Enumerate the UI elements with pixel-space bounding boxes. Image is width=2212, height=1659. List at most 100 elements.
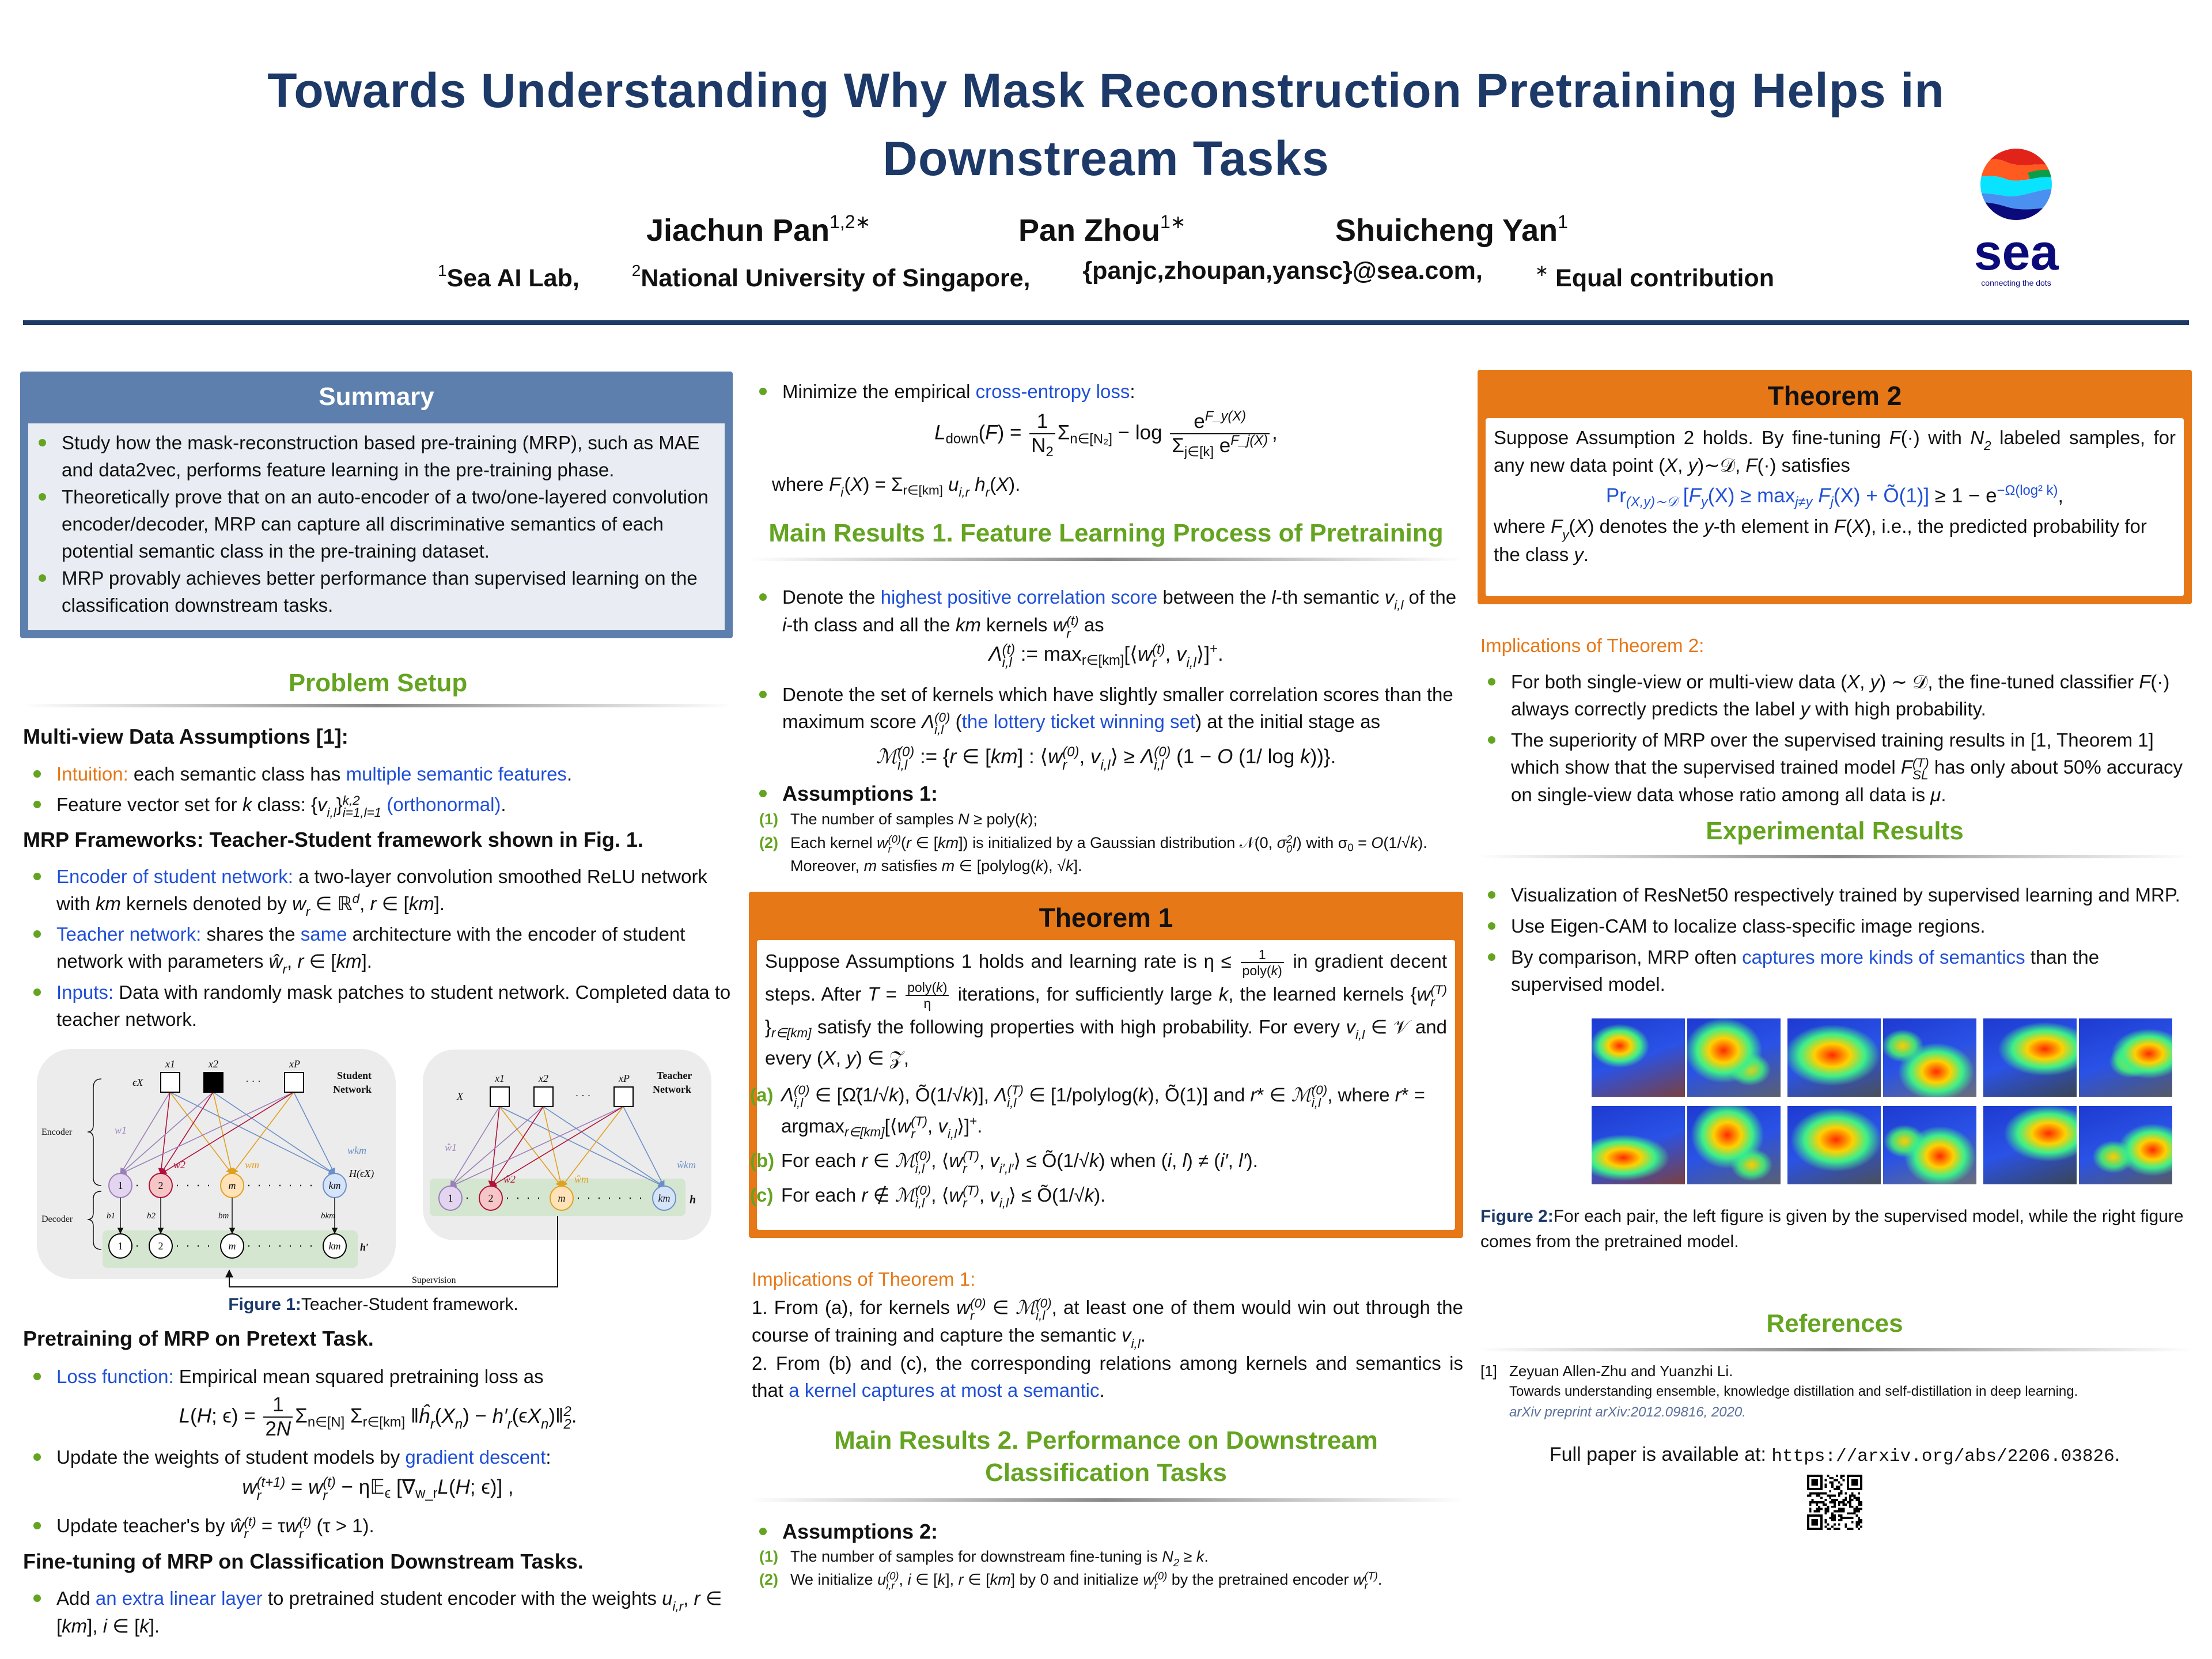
text-segment: Intuition: [56, 763, 128, 785]
superscript: (0) [888, 832, 902, 845]
text-segment: ) at the initial stage as [1195, 711, 1381, 732]
subscript: i,l [915, 1161, 925, 1176]
weight-edge [543, 1106, 564, 1188]
qr-module [1849, 1494, 1851, 1497]
qr-module [1860, 1503, 1862, 1506]
math-scripts: (0) r [1154, 1570, 1167, 1592]
theorem2-title: Theorem 2 [1767, 381, 1902, 411]
qr-module [1835, 1528, 1838, 1530]
subscript: i,r [886, 1580, 895, 1592]
qr-module [1813, 1514, 1816, 1517]
middle-column: Minimize the empirical cross-entropy los… [749, 378, 1463, 1591]
text-segment: We initialize [790, 1570, 878, 1588]
text-segment: F [985, 421, 998, 444]
text-segment: . [1583, 543, 1589, 565]
text-segment: class: { [252, 794, 318, 815]
subscript: i,l [1394, 598, 1404, 613]
qr-module [1855, 1510, 1858, 1513]
text-segment: 2 [265, 1418, 276, 1441]
text-segment: n∈[N] [307, 1414, 345, 1430]
qr-module [1855, 1488, 1858, 1490]
text-segment: r [297, 950, 304, 972]
text-segment: ). [1009, 474, 1021, 495]
text-segment: r∈[km] [1081, 653, 1124, 669]
poster-title-line-1: Towards Understanding Why Mask Reconstru… [267, 63, 1945, 118]
text-segment: , [1228, 1149, 1239, 1171]
theorem1-item-a: (a) Λ (0) i,l ∈ [Ω̃(1/√k), Õ(1/√k)], Λ (T) i,… [750, 1080, 1447, 1142]
caption-text: For each pair, the left figure is given … [1480, 1207, 2184, 1251]
output-node [149, 1233, 173, 1259]
text-segment: iterations, for sufficiently large [951, 983, 1219, 1005]
text-segment: same [300, 923, 347, 945]
qr-module [1834, 1510, 1836, 1513]
qr-module [1824, 1521, 1827, 1524]
superscript [673, 1588, 684, 1600]
qr-code[interactable] [1807, 1475, 1862, 1530]
qr-module [1849, 1503, 1851, 1506]
qr-module [1831, 1505, 1834, 1508]
math-base: Λ [922, 711, 935, 732]
text-segment: − η𝔼 [335, 1476, 385, 1498]
figure1-caption: Figure 1:Teacher-Student framework. [0, 1292, 747, 1325]
qr-module [1853, 1512, 1856, 1515]
text-segment: The superiority of MRP over the supervis… [1511, 729, 2154, 778]
text-segment: ) − [463, 1404, 493, 1427]
text-segment: r [861, 1184, 868, 1206]
text-segment: l [1182, 1149, 1187, 1171]
text-segment: Denote the set of kernels which have sli… [782, 684, 1453, 732]
text-segment: , [683, 1588, 694, 1609]
node-label: 1 [118, 1240, 123, 1252]
subscript: r [911, 1126, 915, 1141]
text-segment: down [945, 431, 979, 447]
weight-edge [213, 1092, 234, 1175]
text-segment: ⟩ ≤ Õ(1/√ [1009, 1184, 1085, 1206]
paper-url-link[interactable]: https://arxiv.org/abs/2206.03826 [1771, 1446, 2115, 1467]
qr-module [1858, 1508, 1861, 1510]
text-segment: , [1677, 454, 1688, 476]
qr-module [1838, 1508, 1840, 1510]
text-segment: := max [1015, 643, 1082, 665]
qr-module [1809, 1501, 1812, 1503]
bullet-teacher: Teacher network: shares the same archite… [23, 921, 733, 979]
subscript: r [1154, 1580, 1158, 1592]
qr-module [1807, 1488, 1809, 1490]
math-scripts: (0) i,r [886, 1570, 899, 1592]
math-base: ℳ [895, 1184, 915, 1206]
text-segment: ∈ [ [956, 745, 991, 768]
qr-module [1807, 1514, 1809, 1517]
math-scripts: n [455, 1406, 463, 1431]
text-segment: ∈ [868, 1149, 895, 1171]
right-column: Theorem 2 Suppose Assumption 2 holds. By… [1478, 370, 2192, 1530]
text-segment: . [1941, 784, 1946, 806]
text-segment: H [455, 1476, 470, 1498]
math-base: w [292, 893, 306, 914]
text-segment: of the [1403, 586, 1457, 608]
math-scripts: (t) r [1152, 643, 1165, 669]
math-base: w [1052, 614, 1067, 636]
qr-module [1853, 1488, 1856, 1490]
qr-module [1853, 1510, 1856, 1513]
teacher-node [550, 1185, 574, 1211]
text-segment: r [861, 1149, 868, 1171]
math-base: v [1176, 643, 1187, 665]
superscript: (0) [1311, 1083, 1328, 1098]
math-base: F [829, 474, 841, 495]
text-segment: Σ [1057, 421, 1070, 444]
math-scripts: i,l [1131, 1325, 1141, 1350]
qr-module [1851, 1492, 1854, 1495]
weight-edge [543, 1106, 665, 1187]
text-segment: an extra linear layer [95, 1588, 263, 1609]
summary-item: Theoretically prove that on an auto-enco… [28, 483, 719, 565]
text-segment: 1 [1258, 946, 1266, 962]
teacher-node [652, 1185, 676, 1211]
ellipsis: · · · [575, 1090, 591, 1101]
weight-edge [293, 1092, 335, 1175]
summary-title: Summary [319, 382, 434, 411]
theorem2-statement: Suppose Assumption 2 holds. By fine-tuni… [1494, 424, 2176, 479]
qr-module [1858, 1475, 1861, 1477]
qr-module [1824, 1503, 1827, 1506]
math-scripts: i,l [948, 1115, 957, 1141]
weight-edge [449, 1106, 624, 1187]
text-segment: ) ∼ 𝒟, the fine-tuned classifier [1880, 671, 2139, 692]
text-segment: , [979, 1149, 990, 1171]
